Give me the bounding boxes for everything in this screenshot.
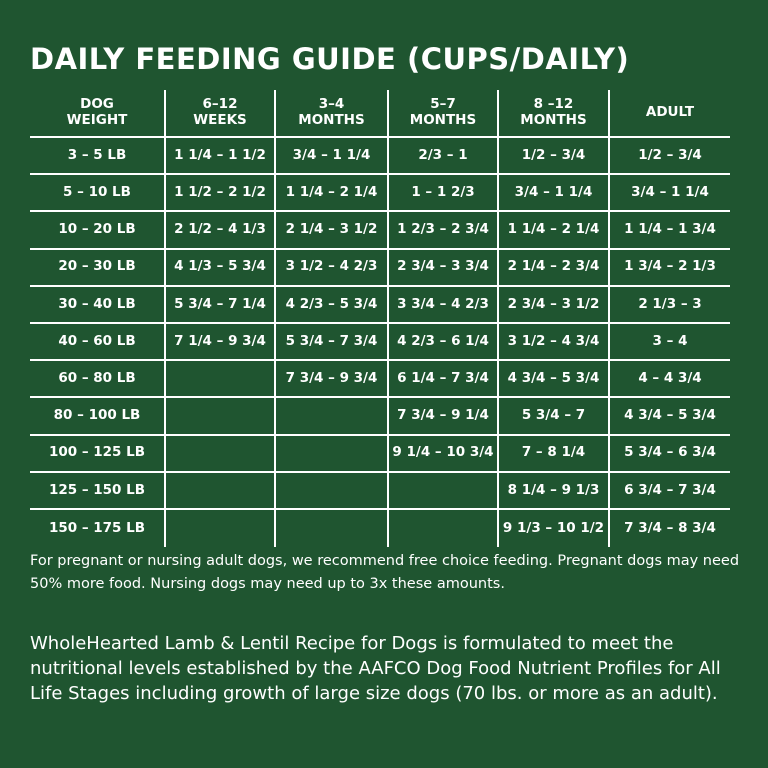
amount-cell-age-6-12-weeks: 1 1/4 – 1 1/2	[164, 138, 274, 176]
amount-cell-age-8-12-months: 9 1/3 – 10 1/2	[497, 509, 608, 548]
amount-cell-age-8-12-months: 5 3/4 – 7	[497, 398, 608, 436]
amount-cell-age-3-4-months: 3 1/2 – 4 2/3	[274, 249, 387, 287]
column-header-age-8-12-months: 8 –12 MONTHS	[497, 90, 608, 138]
amount-cell-age-3-4-months	[274, 435, 387, 473]
amount-cell-adult: 2 1/3 – 3	[608, 286, 730, 324]
weight-cell: 20 – 30 LB	[30, 250, 164, 287]
amount-cell-age-8-12-months: 1/2 – 3/4	[497, 138, 608, 176]
amount-cell-age-5-7-months: 3 3/4 – 4 2/3	[387, 286, 497, 324]
amount-cell-age-3-4-months: 7 3/4 – 9 3/4	[274, 361, 387, 399]
column-header-age-6-12-weeks: 6–12 WEEKS	[164, 90, 274, 138]
amount-cell-age-6-12-weeks	[164, 361, 274, 399]
weight-cell: 40 – 60 LB	[30, 324, 164, 362]
amount-cell-age-3-4-months	[274, 472, 387, 510]
column-header-line: WEIGHT	[66, 112, 128, 128]
weight-cell: 80 – 100 LB	[30, 398, 164, 436]
feeding-note: For pregnant or nursing adult dogs, we r…	[30, 553, 740, 592]
amount-cell-age-6-12-weeks: 1 1/2 – 2 1/2	[164, 175, 274, 213]
amount-cell-age-8-12-months: 3/4 – 1 1/4	[497, 175, 608, 213]
amount-cell-adult: 4 – 4 3/4	[608, 361, 730, 399]
column-header-age-5-7-months: 5–7 MONTHS	[387, 90, 497, 138]
formulation-statement: WholeHearted Lamb & Lentil Recipe for Do…	[30, 633, 721, 704]
amount-cell-age-3-4-months: 2 1/4 – 3 1/2	[274, 212, 387, 250]
amount-cell-age-3-4-months: 1 1/4 – 2 1/4	[274, 175, 387, 213]
column-header-dog-weight: DOG WEIGHT	[30, 90, 164, 138]
amount-cell-age-3-4-months	[274, 398, 387, 436]
column-header-age-3-4-months: 3–4 MONTHS	[274, 90, 387, 138]
feeding-table: DOG WEIGHT 6–12 WEEKS 3–4 MONTHS 5–7 MONTHS 8 –1…	[30, 90, 730, 548]
amount-cell-age-5-7-months: 4 2/3 – 6 1/4	[387, 323, 497, 362]
amount-cell-adult: 7 3/4 – 8 3/4	[608, 509, 730, 548]
amount-cell-age-5-7-months: 1 2/3 – 2 3/4	[387, 212, 497, 250]
amount-cell-age-6-12-weeks	[164, 472, 274, 510]
amount-cell-age-8-12-months: 7 – 8 1/4	[497, 435, 608, 473]
amount-cell-adult: 1 3/4 – 2 1/3	[608, 249, 730, 287]
amount-cell-age-5-7-months	[387, 509, 497, 548]
weight-cell: 5 – 10 LB	[30, 175, 164, 213]
column-header-line: 8 –12	[533, 96, 574, 113]
column-header-line: WEEKS	[193, 112, 247, 128]
weight-cell: 3 – 5 LB	[30, 138, 164, 176]
amount-cell-age-3-4-months: 3/4 – 1 1/4	[274, 138, 387, 176]
column-header-line: MONTHS	[520, 112, 587, 128]
column-header-line: 5–7	[430, 96, 456, 113]
amount-cell-age-8-12-months: 1 1/4 – 2 1/4	[497, 212, 608, 250]
column-header-line: MONTHS	[409, 112, 477, 128]
column-header-line: 6–12	[202, 96, 238, 113]
amount-cell-age-6-12-weeks	[164, 435, 274, 473]
amount-cell-age-5-7-months: 9 1/4 – 10 3/4	[387, 435, 497, 473]
column-header-line: ADULT	[645, 104, 695, 121]
column-header-line: 3–4	[318, 96, 345, 113]
amount-cell-adult: 6 3/4 – 7 3/4	[608, 472, 730, 510]
weight-cell: 150 – 175 LB	[48, 519, 146, 536]
amount-cell-age-6-12-weeks: 5 3/4 – 7 1/4	[164, 286, 274, 324]
amount-cell-age-3-4-months: 5 3/4 – 7 3/4	[274, 323, 387, 362]
amount-cell-adult: 4 3/4 – 5 3/4	[608, 398, 730, 436]
amount-cell-age-5-7-months: 2/3 – 1	[387, 138, 497, 176]
weight-cell: 100 – 125 LB	[30, 436, 164, 473]
weight-cell: 10 – 20 LB	[30, 212, 164, 250]
weight-cell: 30 – 40 LB	[30, 287, 164, 324]
amount-cell-age-3-4-months: 4 2/3 – 5 3/4	[274, 286, 387, 324]
amount-cell-age-5-7-months: 7 3/4 – 9 1/4	[387, 398, 497, 436]
amount-cell-age-8-12-months: 4 3/4 – 5 3/4	[497, 361, 608, 399]
amount-cell-age-6-12-weeks: 4 1/3 – 5 3/4	[164, 249, 274, 287]
column-header-line: DOG	[80, 96, 114, 113]
amount-cell-age-3-4-months	[274, 509, 387, 548]
column-header-line: MONTHS	[298, 112, 365, 128]
weight-cell: 60 – 80 LB	[30, 361, 164, 399]
amount-cell-age-8-12-months: 3 1/2 – 4 3/4	[497, 323, 608, 362]
column-header-adult: ADULT	[608, 90, 730, 138]
amount-cell-age-6-12-weeks: 7 1/4 – 9 3/4	[164, 323, 274, 362]
amount-cell-age-6-12-weeks	[164, 509, 274, 548]
amount-cell-age-5-7-months: 1 – 1 2/3	[387, 175, 497, 213]
amount-cell-age-8-12-months: 2 3/4 – 3 1/2	[497, 286, 608, 324]
amount-cell-adult: 5 3/4 – 6 3/4	[608, 435, 730, 473]
amount-cell-age-8-12-months: 2 1/4 – 2 3/4	[497, 249, 608, 287]
amount-cell-age-6-12-weeks	[164, 398, 274, 436]
amount-cell-age-6-12-weeks: 2 1/2 – 4 1/3	[164, 212, 274, 250]
amount-cell-age-8-12-months: 8 1/4 – 9 1/3	[497, 472, 608, 510]
amount-cell-adult: 3/4 – 1 1/4	[608, 175, 730, 213]
amount-cell-adult: 1/2 – 3/4	[608, 138, 730, 176]
page-title: DAILY FEEDING GUIDE (CUPS/DAILY)	[30, 42, 630, 76]
amount-cell-age-5-7-months: 2 3/4 – 3 3/4	[387, 249, 497, 287]
amount-cell-age-5-7-months: 6 1/4 – 7 3/4	[387, 361, 497, 399]
amount-cell-age-5-7-months	[387, 472, 497, 510]
amount-cell-adult: 3 – 4	[608, 323, 730, 362]
amount-cell-adult: 1 1/4 – 1 3/4	[608, 212, 730, 250]
weight-cell: 125 – 150 LB	[30, 473, 164, 510]
